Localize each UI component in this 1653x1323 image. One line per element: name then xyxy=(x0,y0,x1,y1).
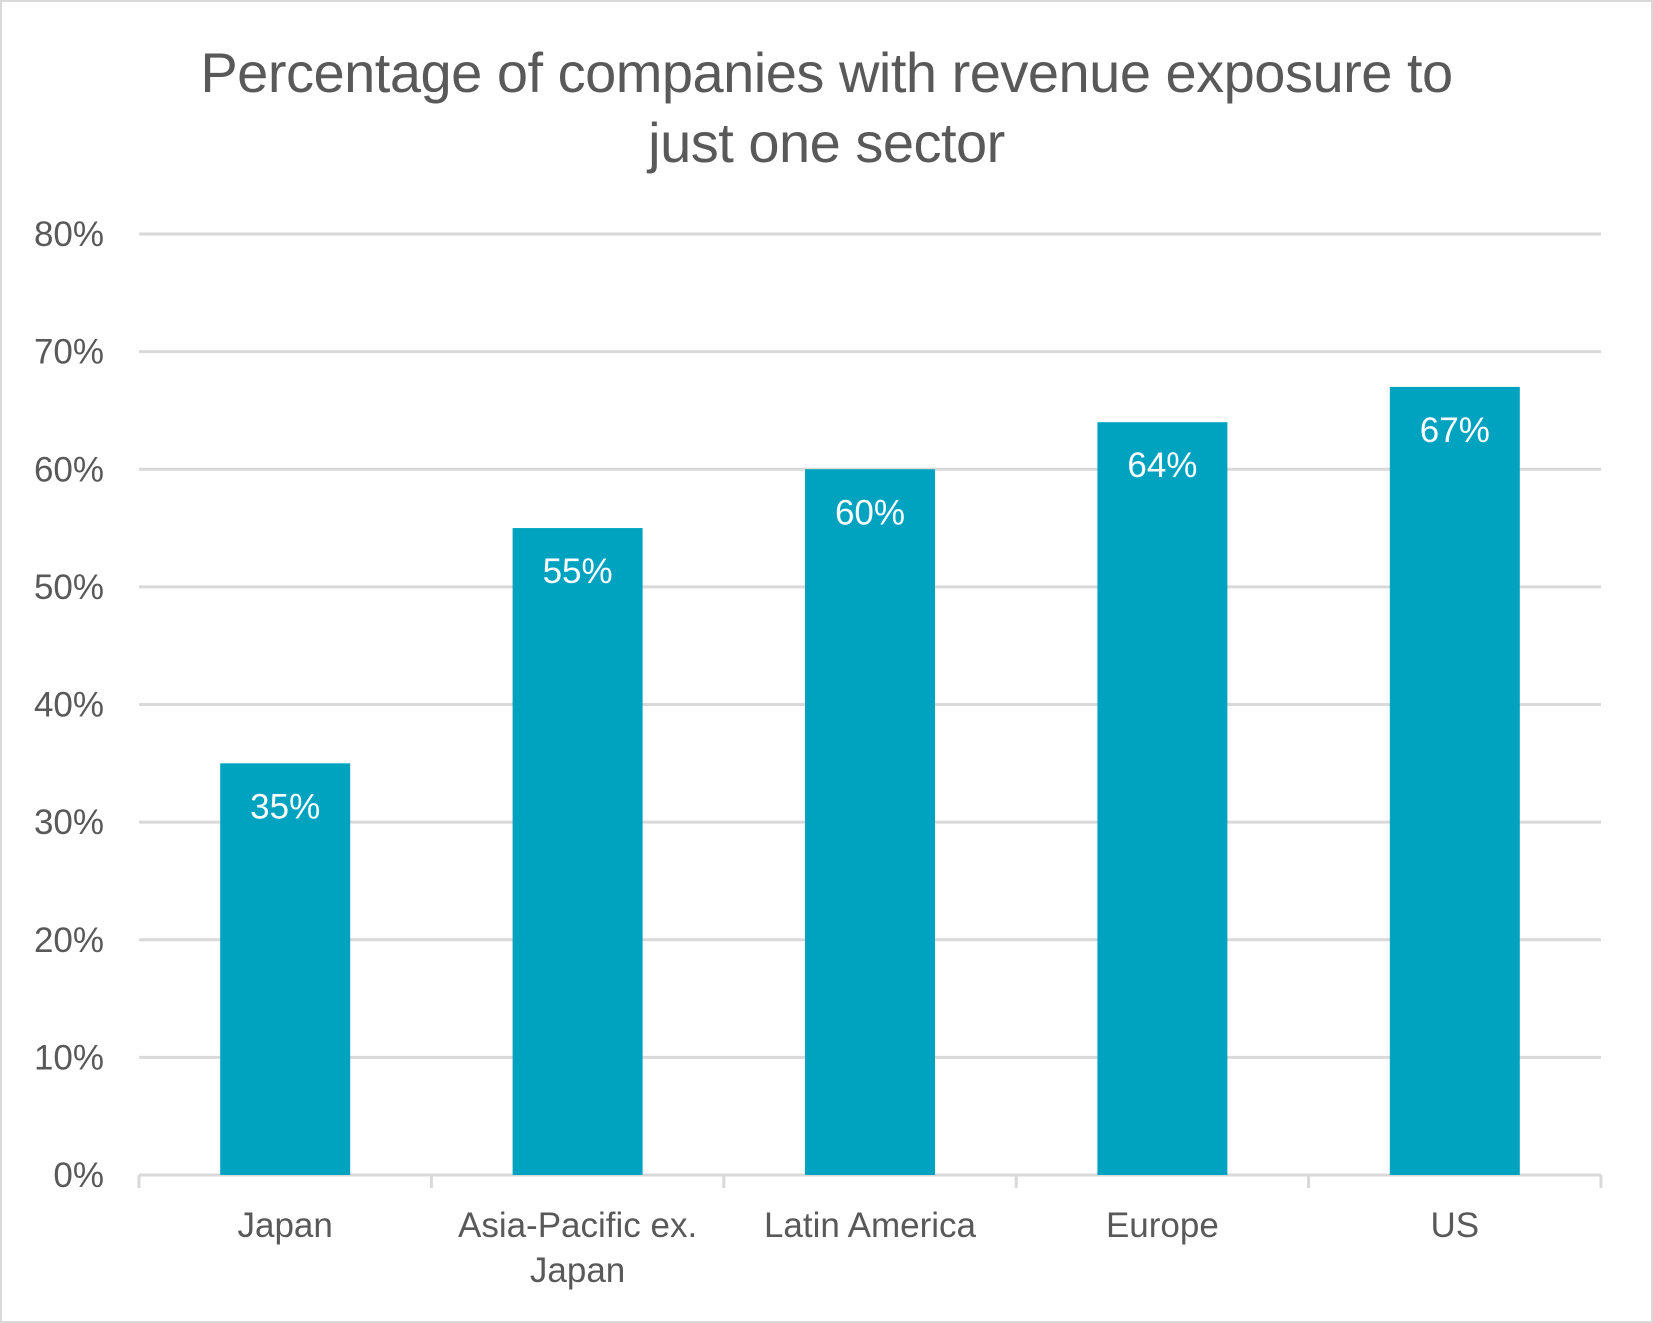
data-label: 64% xyxy=(1127,446,1197,485)
y-tick-label: 80% xyxy=(34,215,104,254)
x-category-label: Japan xyxy=(530,1251,625,1290)
chart-title: Percentage of companies with revenue exp… xyxy=(0,38,1653,178)
y-tick-label: 30% xyxy=(34,803,104,842)
x-axis xyxy=(137,1173,1603,1188)
bar-1 xyxy=(512,528,643,1175)
x-category-label: Asia-Pacific ex. xyxy=(458,1206,697,1245)
bar-2 xyxy=(805,469,935,1175)
y-tick-label: 10% xyxy=(34,1038,104,1077)
y-tick-label: 20% xyxy=(34,921,104,960)
y-tick-label: 60% xyxy=(34,450,104,489)
y-tick-label: 50% xyxy=(34,568,104,607)
chart-title-line-2: just one sector xyxy=(648,111,1005,174)
chart-title-line-1: Percentage of companies with revenue exp… xyxy=(200,41,1453,104)
bars xyxy=(220,386,1520,1176)
x-category-label: Latin America xyxy=(764,1206,977,1245)
y-tick-label: 70% xyxy=(34,333,104,372)
x-category-label: Japan xyxy=(238,1206,333,1245)
y-tick-label: 40% xyxy=(34,686,104,725)
y-axis-tick-labels: 0% 10% 20% 30% 40% 50% 60% 70% 80% xyxy=(34,215,104,1195)
x-category-label: Europe xyxy=(1106,1206,1219,1245)
data-label: 35% xyxy=(250,787,320,826)
y-tick-label: 0% xyxy=(53,1156,104,1195)
bar-0 xyxy=(220,763,351,1175)
data-label: 60% xyxy=(835,493,905,532)
x-axis-category-labels: Japan Asia-Pacific ex. Japan Latin America E… xyxy=(238,1206,1480,1290)
bar-4 xyxy=(1389,386,1520,1176)
data-label: 55% xyxy=(543,552,613,591)
x-category-label: US xyxy=(1430,1206,1479,1245)
data-labels: 35% 55% 60% 64% 67% xyxy=(250,411,1490,826)
bar-3 xyxy=(1097,422,1228,1175)
data-label: 67% xyxy=(1420,411,1490,450)
